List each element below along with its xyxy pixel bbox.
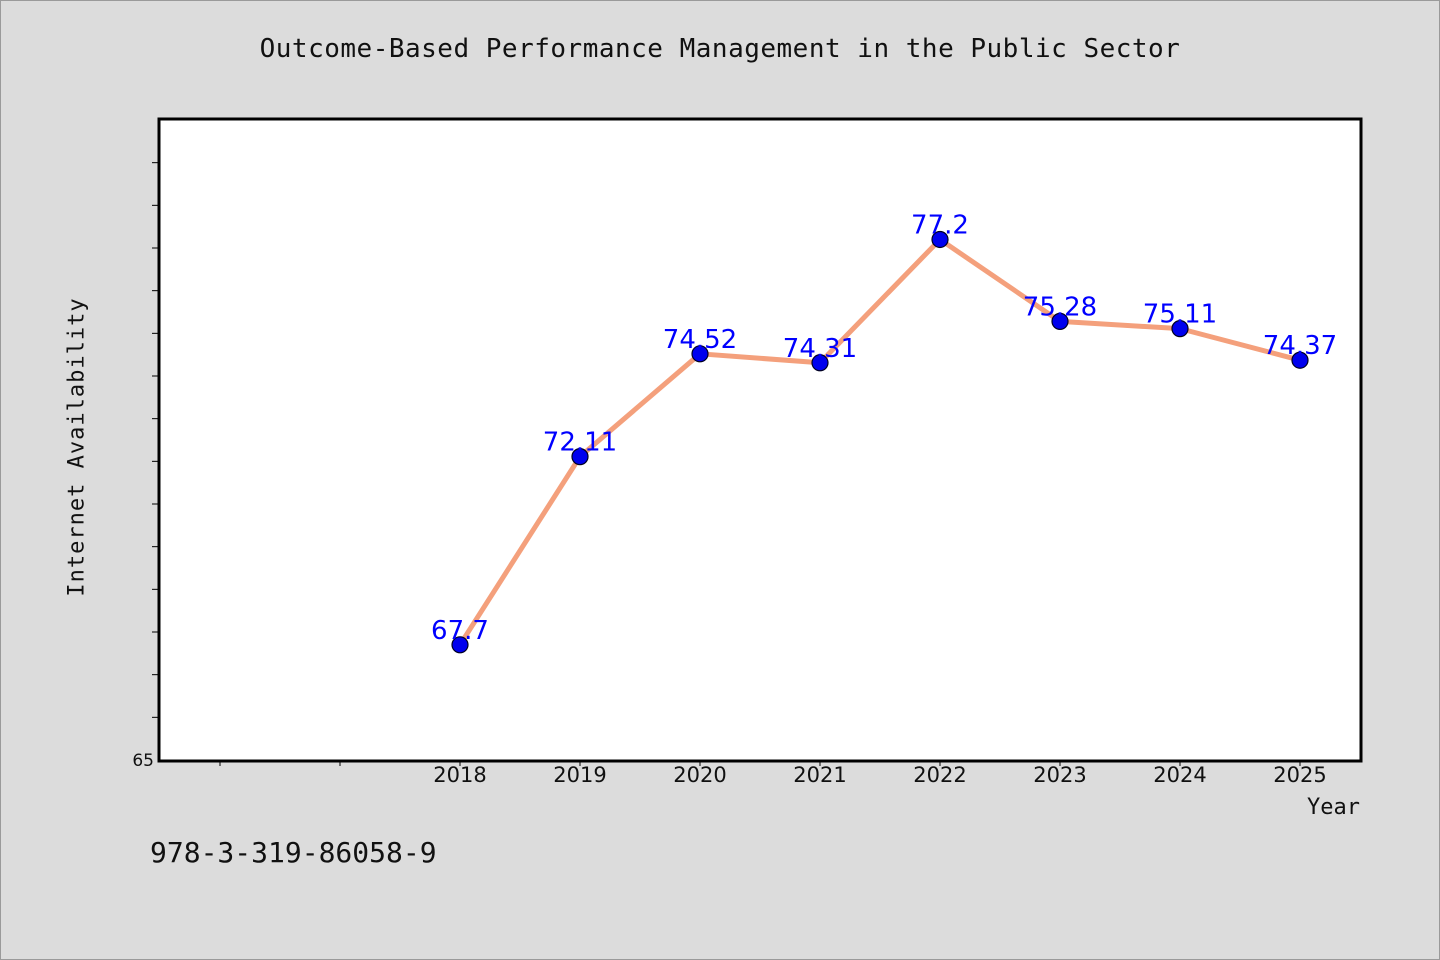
plot-area <box>157 117 1363 763</box>
x-tick-label: 2024 <box>1153 763 1206 787</box>
isbn-text: 978-3-319-86058-9 <box>150 836 437 869</box>
x-tick-label: 2022 <box>913 763 966 787</box>
x-axis-label: Year <box>1307 795 1360 820</box>
data-series <box>451 230 1309 654</box>
x-tick-label: 2025 <box>1273 763 1326 787</box>
data-point-marker <box>1171 320 1189 338</box>
data-point-marker <box>691 345 709 363</box>
data-point-marker <box>811 354 829 372</box>
data-labels: 67.7 72.11 74.52 74.31 77.2 75.28 75.11 74.37 <box>431 210 1337 645</box>
y-tick-label: 65 <box>132 751 154 771</box>
data-label: 74.37 <box>1263 331 1337 361</box>
y-axis-ticks: 65 <box>132 162 160 771</box>
x-tick-label: 2018 <box>433 763 486 787</box>
data-label: 77.2 <box>911 210 969 240</box>
data-label: 75.11 <box>1143 300 1217 330</box>
data-point-marker <box>1051 312 1069 330</box>
x-tick-label: 2019 <box>553 763 606 787</box>
x-axis-ticks: 2018 2019 2020 2021 2022 2023 2024 2025 <box>219 761 1327 787</box>
data-point-marker <box>571 448 589 466</box>
x-tick-label: 2023 <box>1033 763 1086 787</box>
series-line <box>457 236 1303 648</box>
x-tick-label: 2021 <box>793 763 846 787</box>
x-tick-label: 2020 <box>673 763 726 787</box>
chart-title: Outcome-Based Performance Management in … <box>259 34 1181 64</box>
data-point-marker <box>1291 351 1309 369</box>
data-label: 74.52 <box>663 325 737 355</box>
data-point-marker <box>451 636 469 654</box>
data-label: 75.28 <box>1023 292 1097 322</box>
data-label: 74.31 <box>783 334 857 364</box>
data-label: 67.7 <box>431 616 489 646</box>
data-label: 72.11 <box>543 428 617 458</box>
data-point-marker <box>931 230 949 249</box>
